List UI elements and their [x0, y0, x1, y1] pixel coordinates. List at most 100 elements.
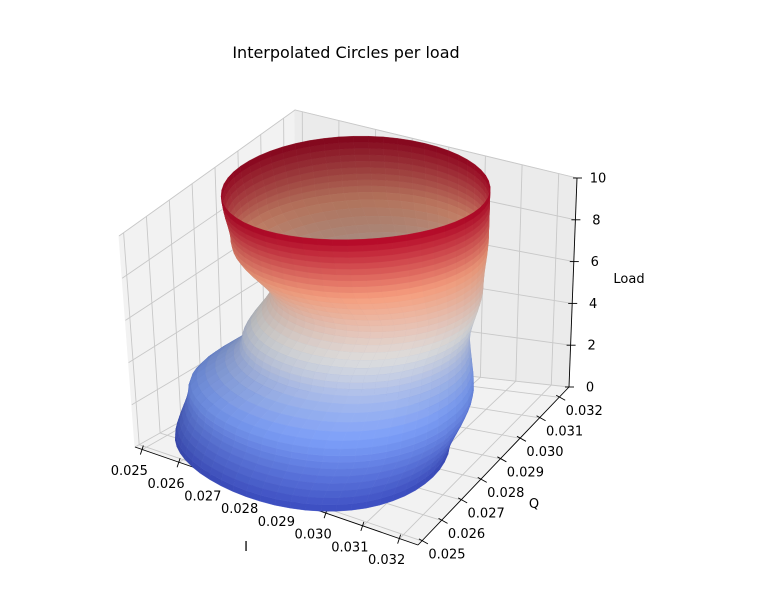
- surface-facet: [332, 251, 349, 258]
- surface-plot: [175, 136, 491, 512]
- surface-facet: [354, 154, 371, 162]
- surface-facet: [341, 167, 357, 175]
- surface-facet: [316, 238, 333, 246]
- surface-facet: [305, 496, 324, 505]
- surface-facet: [338, 142, 355, 150]
- z-tick-label: 2: [587, 339, 595, 354]
- surface-facet: [323, 490, 343, 499]
- surface-facet: [350, 268, 366, 276]
- surface-facet: [353, 136, 369, 143]
- surface-facet: [347, 245, 364, 252]
- surface-facet: [320, 504, 338, 512]
- surface-facet: [336, 461, 356, 470]
- y-tick-label: 0.030: [526, 445, 563, 460]
- surface-facet: [308, 439, 328, 449]
- y-tick-label: 0.031: [546, 424, 583, 439]
- z-tick-label: 0: [586, 381, 594, 396]
- surface-facet: [362, 244, 379, 252]
- surface-facet: [343, 192, 361, 201]
- surface-facet: [337, 374, 353, 383]
- surface-facet: [290, 495, 309, 504]
- surface-facet: [355, 160, 371, 168]
- surface-facet: [371, 185, 387, 193]
- surface-facet: [339, 448, 357, 457]
- y-tick-label: 0.032: [566, 404, 603, 419]
- surface-facet: [367, 319, 383, 327]
- y-axis-label: Q: [529, 497, 539, 512]
- surface-facet: [354, 337, 370, 346]
- surface-facet: [322, 455, 340, 463]
- surface-facet: [305, 503, 322, 512]
- y-tick: [497, 456, 507, 463]
- surface-facet: [347, 251, 364, 258]
- surface-facet: [368, 136, 384, 144]
- x-tick-label: 0.031: [331, 540, 368, 555]
- surface-facet: [346, 239, 363, 246]
- surface-facet: [366, 285, 382, 293]
- surface-facet: [342, 179, 358, 187]
- surface-facet: [324, 440, 344, 450]
- y-tick: [457, 497, 468, 504]
- z-tick-label: 10: [590, 172, 607, 187]
- z-tick-label: 8: [592, 213, 600, 228]
- surface-facet: [356, 179, 372, 187]
- surface-facet: [339, 148, 355, 156]
- surface-facet: [323, 136, 340, 145]
- surface-facet: [302, 237, 318, 245]
- surface-facet: [370, 173, 386, 181]
- x-tick-label: 0.029: [258, 515, 295, 530]
- surface-facet: [337, 286, 354, 293]
- surface-facet: [342, 173, 358, 181]
- y-tick: [418, 538, 429, 545]
- surface-facet: [362, 250, 379, 258]
- surface-facet: [351, 280, 367, 288]
- x-tick: [397, 534, 402, 544]
- surface-facet: [355, 447, 372, 456]
- surface-facet: [317, 468, 337, 477]
- surface-facet: [389, 207, 405, 218]
- surface-facet: [349, 375, 366, 383]
- x-axis-label: I: [244, 540, 248, 555]
- surface-facet: [371, 192, 388, 201]
- surface-facet: [336, 381, 351, 390]
- axis-lines: [134, 177, 582, 546]
- y-tick: [555, 394, 566, 401]
- surface-facet: [383, 136, 398, 145]
- surface-facet: [362, 238, 378, 246]
- surface-facet: [348, 382, 364, 390]
- surface-facet: [348, 256, 365, 264]
- surface-facet: [356, 173, 372, 181]
- surface-facet: [368, 142, 384, 150]
- surface-facet: [340, 440, 359, 450]
- surface-facet: [393, 224, 408, 234]
- z-gridline: [118, 109, 578, 237]
- surface-facet: [334, 388, 350, 397]
- x-tick-label: 0.027: [184, 490, 221, 505]
- surface-facet: [340, 160, 357, 169]
- surface-facet: [365, 267, 381, 275]
- surface-facet: [338, 136, 354, 144]
- surface-facet: [371, 179, 386, 187]
- surface-facet: [353, 142, 370, 149]
- surface-facet: [370, 167, 386, 175]
- surface-facet: [364, 261, 381, 269]
- surface-facet: [368, 297, 386, 304]
- y-tick-label: 0.028: [487, 486, 524, 501]
- surface-facet: [363, 255, 380, 264]
- surface-facet: [357, 192, 375, 201]
- surface-facet: [331, 239, 348, 246]
- surface-facet: [357, 185, 373, 193]
- surface-facet: [387, 199, 403, 210]
- z-tick-label: 6: [591, 255, 599, 270]
- surface-facet: [349, 262, 366, 270]
- y-tick: [516, 435, 527, 442]
- surface-facet: [342, 185, 359, 194]
- surface-facet: [355, 319, 371, 327]
- y-tick: [536, 415, 546, 422]
- surface-facet: [320, 267, 337, 275]
- x-tick-label: 0.032: [368, 553, 405, 568]
- surface-facet: [321, 497, 340, 505]
- z-axis-line: [568, 177, 578, 388]
- surface-facet: [379, 319, 395, 326]
